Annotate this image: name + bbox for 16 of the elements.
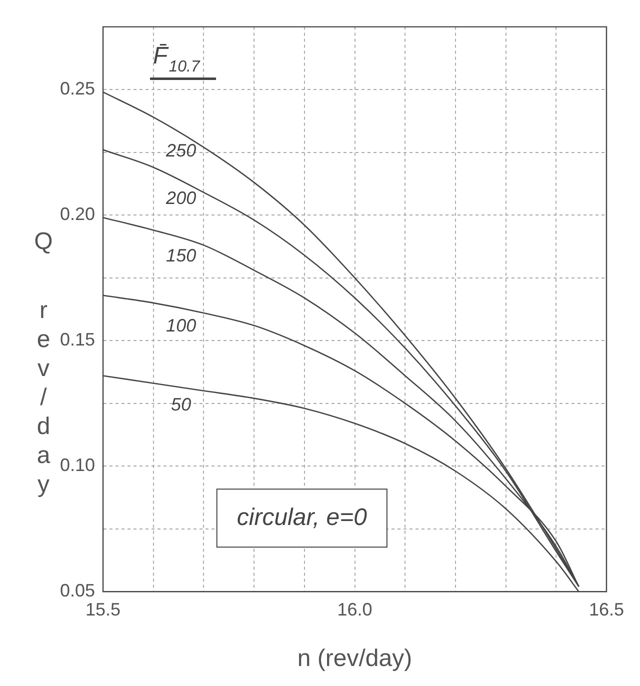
series-label: 50 bbox=[171, 394, 192, 414]
series-label: 100 bbox=[166, 315, 196, 336]
x-tick-label: 16.5 bbox=[588, 599, 624, 620]
y-tick-label: 0.10 bbox=[60, 455, 96, 476]
y-tick-label: 0.20 bbox=[60, 204, 96, 224]
text: Q rev/day bbox=[30, 228, 57, 500]
x-axis-title: n (rev/day) bbox=[297, 645, 412, 672]
x-tick-label: 15.5 bbox=[86, 599, 121, 620]
annotation: circular, e=0 bbox=[236, 504, 368, 531]
series-label: 200 bbox=[165, 188, 196, 208]
y-tick-label: 0.15 bbox=[60, 330, 96, 350]
series-label: 150 bbox=[166, 245, 196, 266]
x-tick-label: 16.0 bbox=[337, 599, 372, 620]
y-tick-label: 0.25 bbox=[60, 78, 96, 99]
series-label: 250 bbox=[165, 140, 196, 161]
y-tick-label: 0.05 bbox=[60, 580, 96, 601]
